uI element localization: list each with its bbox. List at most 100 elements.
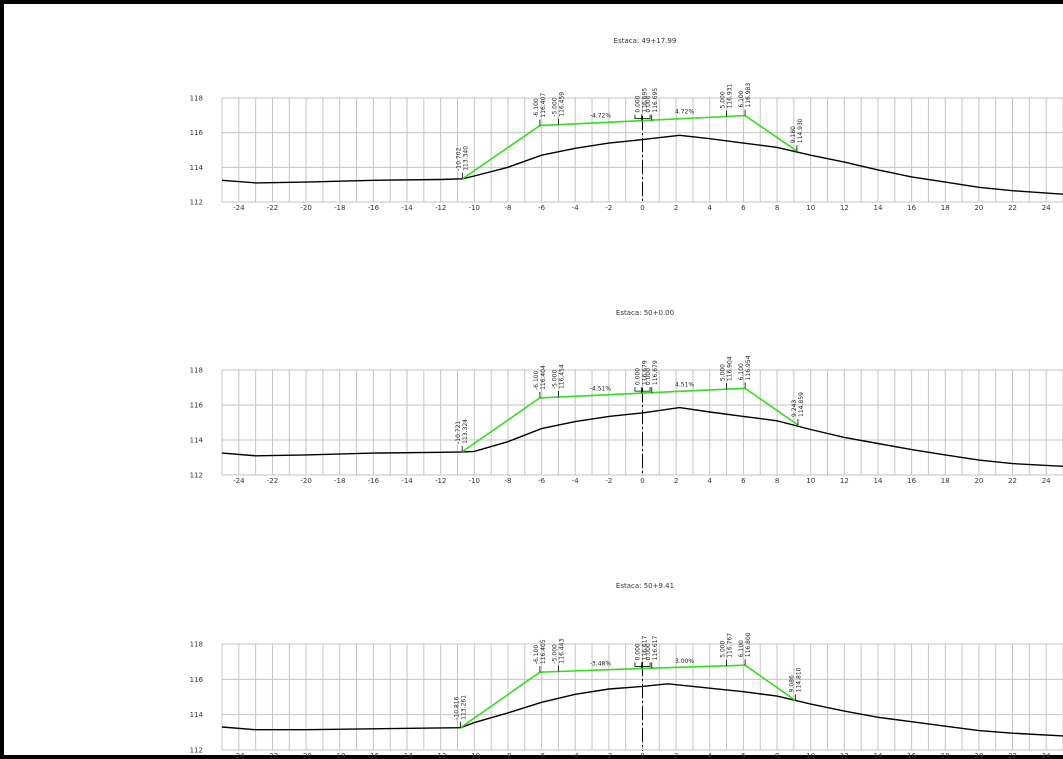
x-tick-label: 0 — [640, 752, 644, 759]
cross-section-1: Estaca: 49+17.99-24 -22 -20 -18 -16 -14 -12 -10… — [190, 37, 1063, 212]
point-offset-label: -10.721 — [455, 420, 462, 443]
point-offset-label: 5.000 — [720, 91, 727, 108]
x-tick-label: -20 — [300, 204, 311, 212]
point-elevation-label: 113.340 — [462, 146, 469, 171]
x-tick-label: -2 — [605, 204, 612, 212]
point-offset-label: 0.000 — [635, 643, 642, 660]
point-elevation-label: 116.695 — [652, 88, 659, 113]
design-section-line — [462, 114, 798, 180]
x-tick-label: -18 — [334, 752, 345, 759]
point-offset-label: -5.000 — [551, 97, 558, 117]
x-tick-label: 4 — [708, 477, 713, 485]
x-tick-label: 16 — [907, 752, 916, 759]
slope-label: -4.51% — [590, 385, 612, 392]
x-tick-label: -4 — [572, 752, 580, 759]
y-tick-label: 114 — [190, 437, 204, 445]
x-tick-label: 8 — [775, 204, 779, 212]
x-tick-label: -12 — [435, 752, 446, 759]
y-tick-label: 112 — [190, 199, 203, 207]
point-elevation-label: 114.930 — [797, 118, 804, 143]
x-tick-label: -22 — [267, 752, 278, 759]
point-offset-label: -5.000 — [551, 370, 558, 390]
x-tick-label: 24 — [1042, 752, 1051, 759]
point-elevation-label: 116.405 — [540, 639, 547, 664]
x-tick-label: 18 — [941, 204, 950, 212]
section-title: Estaca: 50+9.41 — [616, 582, 674, 590]
y-tick-label: 112 — [190, 747, 203, 755]
point-elevation-label: 116.904 — [727, 356, 734, 381]
x-tick-label: 14 — [874, 752, 883, 759]
x-tick-label: -16 — [368, 204, 380, 212]
x-tick-label: -20 — [300, 477, 311, 485]
x-tick-label: 6 — [741, 204, 746, 212]
x-tick-label: -2 — [605, 752, 612, 759]
x-tick-label: -14 — [401, 204, 413, 212]
design-section-line — [460, 664, 796, 729]
x-tick-label: 16 — [907, 477, 916, 485]
point-offset-label: 0.000 — [645, 368, 652, 385]
x-tick-label: 0 — [640, 477, 644, 485]
x-tick-label: 22 — [1008, 752, 1017, 759]
point-offset-label: 6.100 — [738, 90, 745, 107]
y-tick-label: 114 — [190, 711, 204, 719]
x-tick-label: -22 — [267, 204, 278, 212]
x-tick-label: -6 — [538, 204, 546, 212]
y-tick-label: 116 — [190, 129, 204, 137]
slope-label: 4.51% — [675, 381, 694, 388]
x-tick-label: 6 — [741, 477, 746, 485]
point-elevation-label: 113.261 — [461, 695, 468, 720]
point-offset-label: -5.000 — [551, 644, 558, 664]
x-tick-label: -10 — [469, 204, 480, 212]
section-title: Estaca: 49+17.99 — [614, 37, 677, 45]
centerline-bracket — [634, 387, 651, 392]
point-elevation-label: 116.983 — [745, 83, 752, 108]
x-tick-label: -18 — [334, 477, 345, 485]
x-tick-label: 12 — [840, 477, 849, 485]
x-tick-label: -6 — [538, 752, 546, 759]
x-tick-label: 2 — [674, 752, 678, 759]
y-tick-label: 116 — [190, 676, 204, 684]
design-section-line — [461, 387, 799, 453]
x-tick-label: -10 — [469, 752, 480, 759]
point-elevation-label: 114.859 — [798, 392, 805, 417]
x-tick-label: -22 — [267, 477, 278, 485]
x-tick-label: 10 — [806, 477, 815, 485]
x-tick-label: 10 — [806, 752, 815, 759]
x-tick-label: 10 — [806, 204, 815, 212]
slope-label: 3.00% — [675, 658, 694, 665]
x-tick-label: 24 — [1042, 204, 1051, 212]
x-tick-label: -2 — [605, 477, 612, 485]
x-tick-label: 4 — [708, 204, 713, 212]
x-tick-label: 22 — [1008, 204, 1017, 212]
point-elevation-label: 116.954 — [745, 355, 752, 380]
x-tick-label: -18 — [334, 204, 345, 212]
x-tick-label: 8 — [775, 477, 779, 485]
x-tick-label: 18 — [941, 477, 950, 485]
x-tick-label: 2 — [674, 204, 678, 212]
x-tick-label: 24 — [1042, 477, 1051, 485]
x-tick-label: -16 — [368, 752, 380, 759]
point-elevation-label: 116.800 — [745, 632, 752, 657]
point-offset-label: 5.000 — [720, 640, 727, 657]
x-tick-label: -8 — [504, 752, 511, 759]
y-tick-label: 112 — [190, 472, 203, 480]
x-tick-label: -16 — [368, 477, 380, 485]
x-tick-label: -8 — [504, 204, 511, 212]
point-elevation-label: 116.404 — [540, 365, 547, 390]
point-offset-label: 6.100 — [738, 363, 745, 380]
x-tick-label: 6 — [741, 752, 746, 759]
y-tick-label: 114 — [190, 164, 204, 172]
point-offset-label: 5.000 — [720, 364, 727, 381]
x-tick-label: 0 — [640, 204, 644, 212]
point-elevation-label: 116.407 — [540, 93, 547, 118]
x-tick-label: -10 — [469, 477, 480, 485]
terrain-profile-line — [221, 134, 1063, 195]
centerline-bracket — [634, 114, 651, 120]
x-tick-label: 12 — [840, 752, 849, 759]
point-elevation-label: 116.617 — [652, 635, 659, 660]
point-offset-label: -10.816 — [454, 696, 461, 719]
slope-label: -4.72% — [590, 113, 612, 120]
x-tick-label: -4 — [572, 204, 580, 212]
terrain-profile-line — [221, 406, 1063, 467]
